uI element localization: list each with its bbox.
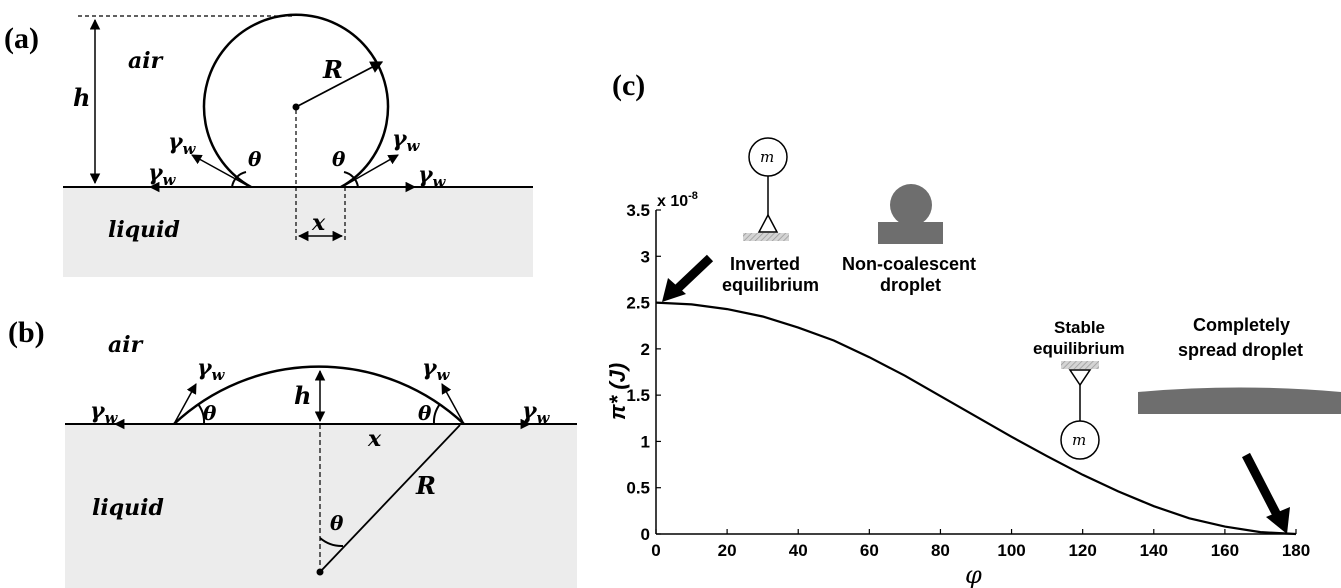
pointer-arrow-end xyxy=(1242,452,1282,520)
gamma-vector-left-tangent-b xyxy=(173,383,197,425)
noncoalescent-droplet-icon xyxy=(878,184,943,244)
theta-label-left-a: θ xyxy=(248,147,262,171)
gamma-label-tl-a: γw xyxy=(168,129,197,158)
spread-label-line2: spread droplet xyxy=(1178,340,1303,360)
theta-arc-left-a xyxy=(231,171,247,188)
inverted-pendulum-icon: m xyxy=(743,137,789,241)
x-ticks: 0 20 40 60 80 100 120 140 160 180 xyxy=(651,529,1310,560)
panel-c: (c) 0 20 40 60 80 100 120 140 160 180 0 0.5 1 1.5 2 2.… xyxy=(605,69,1341,588)
panel-a: (a) air liquid h R x θ θ γw γw γw γw xyxy=(4,13,533,277)
x-tick-label: 100 xyxy=(997,541,1025,560)
x-tick-label: 180 xyxy=(1282,541,1310,560)
radius-line-a xyxy=(295,61,384,108)
x-tick-label: 80 xyxy=(931,541,950,560)
spread-droplet-icon xyxy=(1138,387,1341,414)
y-multiplier: x 10-8 xyxy=(657,190,698,210)
x-label-a: x xyxy=(311,210,326,236)
x-tick-label: 140 xyxy=(1140,541,1168,560)
x-tick-label: 40 xyxy=(789,541,808,560)
stable-label-line1: Stable xyxy=(1054,318,1105,337)
x-tick-label: 60 xyxy=(860,541,879,560)
x-axis-label: φ xyxy=(965,561,982,588)
R-label-b: R xyxy=(415,471,436,500)
gamma-label-r-b: γw xyxy=(522,398,551,427)
x-tick-label: 20 xyxy=(718,541,737,560)
y-tick-label: 3.5 xyxy=(626,201,650,220)
y-ticks: 0 0.5 1 1.5 2 2.5 3 3.5 xyxy=(626,201,661,544)
liquid-region-b xyxy=(65,424,577,588)
theta-arc-right-b xyxy=(432,403,441,425)
droplet-outline-b xyxy=(173,365,465,425)
y-tick-label: 2.5 xyxy=(626,294,650,313)
stable-pendulum-icon: m xyxy=(1060,361,1100,460)
noncoalescent-label-line2: droplet xyxy=(880,275,941,295)
energy-curve xyxy=(655,301,1297,536)
theta-label-right-a: θ xyxy=(332,147,346,171)
pointer-arrowhead-end xyxy=(1266,507,1290,534)
y-tick-label: 1 xyxy=(641,432,650,451)
air-label-b: air xyxy=(108,332,144,358)
gamma-vector-right-tangent-a xyxy=(341,154,399,188)
gamma-vector-right-tangent-b xyxy=(441,383,465,425)
gamma-label-l-a: γw xyxy=(148,160,177,189)
y-tick-label: 3 xyxy=(641,247,650,266)
y-tick-label: 0.5 xyxy=(626,479,650,498)
h-label-a: h xyxy=(73,83,90,112)
panel-label-b: (b) xyxy=(8,316,45,349)
liquid-label-a: liquid xyxy=(108,217,180,243)
gamma-label-r-a: γw xyxy=(418,162,447,191)
h-label-b: h xyxy=(294,381,311,410)
theta-arc-center-b xyxy=(319,537,344,548)
radius-line-b xyxy=(319,424,461,573)
pointer-arrowhead-start xyxy=(662,278,686,302)
x-label-b: x xyxy=(367,426,382,452)
x-tick-label: 120 xyxy=(1068,541,1096,560)
y-axis-label: π* (J) xyxy=(605,363,630,420)
svg-text:m: m xyxy=(1072,431,1086,449)
R-label-a: R xyxy=(322,55,343,84)
theta-arc-right-a xyxy=(343,171,359,188)
plot-axes xyxy=(655,210,1296,535)
noncoalescent-label-line1: Non-coalescent xyxy=(842,254,976,274)
gamma-label-tl-b: γw xyxy=(197,355,226,384)
y-tick-label: 1.5 xyxy=(626,386,650,405)
gamma-label-tr-a: γw xyxy=(392,126,421,155)
gamma-vector-left-tangent-a xyxy=(191,154,251,188)
x-tick-label: 160 xyxy=(1211,541,1239,560)
panel-label-a: (a) xyxy=(4,22,39,55)
theta-label-left-b: θ xyxy=(203,401,217,425)
liquid-label-b: liquid xyxy=(92,495,164,521)
air-label-a: air xyxy=(128,48,164,74)
inverted-label-line2: equilibrium xyxy=(722,275,819,295)
panel-b: (b) air liquid h x R θ θ θ γw γw γw γw xyxy=(8,316,577,588)
gamma-label-l-b: γw xyxy=(90,398,119,427)
droplet-outline-a xyxy=(202,13,390,189)
svg-text:m: m xyxy=(760,148,774,166)
inverted-label-line1: Inverted xyxy=(730,254,800,274)
gamma-label-tr-b: γw xyxy=(422,355,451,384)
spread-label-line1: Completely xyxy=(1193,315,1290,335)
theta-label-center-b: θ xyxy=(330,511,344,535)
pointer-arrow-start xyxy=(669,254,714,297)
stable-label-line2: equilibrium xyxy=(1033,339,1125,358)
theta-arc-left-b xyxy=(197,403,206,425)
theta-label-right-b: θ xyxy=(418,401,432,425)
y-tick-label: 0 xyxy=(641,525,650,544)
panel-label-c: (c) xyxy=(612,69,645,102)
y-tick-label: 2 xyxy=(641,340,650,359)
x-tick-label: 0 xyxy=(651,541,660,560)
